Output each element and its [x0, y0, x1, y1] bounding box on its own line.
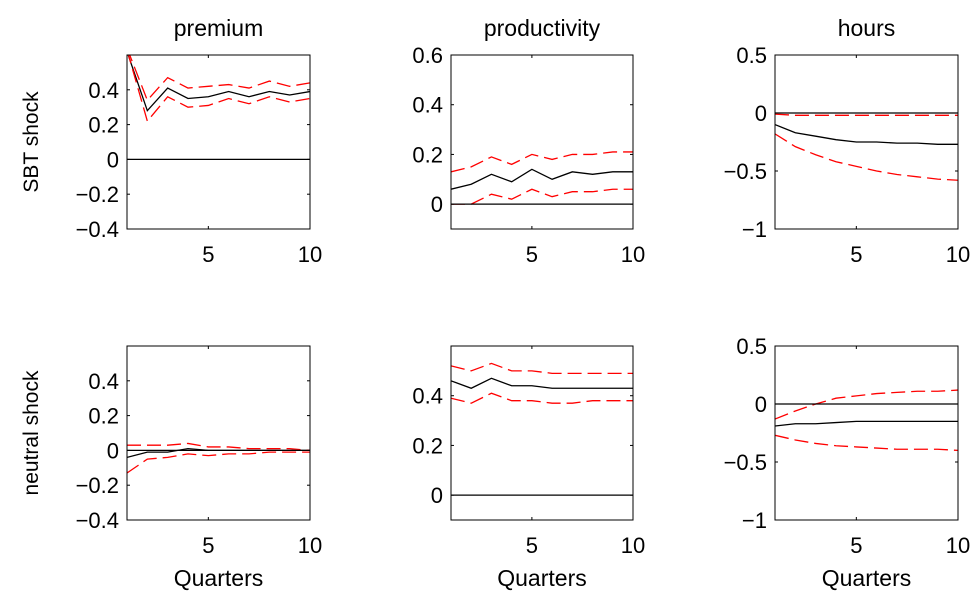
x-tick-label: 5: [526, 533, 538, 558]
series-upper-band: [127, 442, 310, 452]
axes-box: [450, 345, 634, 521]
x-tick-label: 10: [946, 533, 970, 558]
series-lower-band: [775, 133, 958, 181]
series-upper-band: [451, 362, 633, 374]
panel-6: −1 −0.5 0 0.5 5 10 Quarters: [724, 334, 971, 591]
series-upper-band: [775, 389, 958, 420]
series-upper-band: [775, 113, 958, 116]
y-tick-label: 0.4: [88, 78, 119, 103]
y-tick-label: −0.4: [76, 508, 119, 533]
series-response: [451, 168, 633, 190]
y-tick-label: 0.6: [412, 43, 443, 68]
y-tick-label: 0.5: [736, 334, 767, 359]
x-tick-label: 5: [202, 242, 214, 267]
y-tick-label: 0.2: [412, 142, 443, 167]
panel-2: 0 0.2 0.4 0.6 5 10 productivity: [412, 15, 645, 267]
x-tick-label: 10: [298, 242, 322, 267]
panel-title: productivity: [484, 15, 601, 41]
panel-3: −1 −0.5 0 0.5 5 10 hours: [724, 15, 971, 267]
y-tick-label: 0: [107, 438, 119, 463]
series-response: [775, 123, 958, 145]
series-lower-band: [451, 188, 633, 205]
row-label: neutral shock: [20, 370, 43, 495]
x-tick-label: 5: [526, 242, 538, 267]
y-tick-label: 0.2: [412, 433, 443, 458]
y-tick-label: 0.2: [88, 113, 119, 138]
x-axis-label: Quarters: [497, 565, 586, 591]
series-response: [451, 377, 633, 389]
y-tick-label: 0.4: [412, 93, 443, 118]
y-tick-label: 0.4: [88, 369, 119, 394]
y-tick-label: −1: [742, 508, 767, 533]
y-tick-label: 0: [431, 192, 443, 217]
panel-1: −0.4 −0.2 0 0.2 0.4 5 10 premium SBT shock: [20, 15, 322, 267]
series-upper-band: [451, 151, 633, 173]
series-upper-band: [129, 55, 310, 102]
x-tick-label: 10: [298, 533, 322, 558]
y-tick-label: −1: [742, 217, 767, 242]
panel-title: hours: [838, 15, 896, 41]
series-lower-band: [127, 55, 310, 123]
axes-box: [450, 54, 634, 230]
x-tick-label: 10: [946, 242, 970, 267]
x-tick-label: 5: [202, 533, 214, 558]
series-group: [451, 151, 633, 205]
y-tick-label: 0: [755, 101, 767, 126]
panel-4: −0.4 −0.2 0 0.2 0.4 5 10 Quarters neutral shock: [20, 345, 322, 591]
y-tick-label: −0.2: [76, 182, 119, 207]
row-label: SBT shock: [20, 91, 43, 193]
y-tick-label: −0.4: [76, 217, 119, 242]
y-tick-label: −0.5: [724, 450, 767, 475]
series-group: [775, 389, 958, 452]
series-lower-band: [127, 451, 310, 474]
y-tick-label: 0: [107, 147, 119, 172]
y-tick-label: 0.2: [88, 404, 119, 429]
series-group: [127, 442, 310, 474]
y-tick-label: 0: [755, 392, 767, 417]
y-tick-label: −0.5: [724, 159, 767, 184]
x-axis-label: Quarters: [822, 565, 911, 591]
panel-title: premium: [174, 15, 263, 41]
x-tick-label: 5: [850, 533, 862, 558]
axes-box: [774, 54, 959, 230]
y-tick-label: 0.4: [412, 384, 443, 409]
x-axis-label: Quarters: [174, 565, 263, 591]
x-tick-label: 10: [621, 242, 645, 267]
panel-5: 0 0.2 0.4 5 10 Quarters: [412, 345, 645, 591]
y-tick-label: 0.5: [736, 43, 767, 68]
y-tick-label: 0: [431, 483, 443, 508]
series-response: [127, 55, 310, 112]
series-group: [127, 55, 310, 161]
series-group: [451, 362, 633, 496]
y-tick-label: −0.2: [76, 473, 119, 498]
x-tick-label: 5: [850, 242, 862, 267]
x-tick-label: 10: [621, 533, 645, 558]
axes-box: [126, 345, 311, 521]
series-lower-band: [451, 392, 633, 404]
series-response: [775, 420, 958, 427]
axes-box: [126, 54, 311, 230]
series-lower-band: [775, 434, 958, 452]
series-group: [775, 112, 958, 181]
axes-box: [774, 345, 959, 521]
